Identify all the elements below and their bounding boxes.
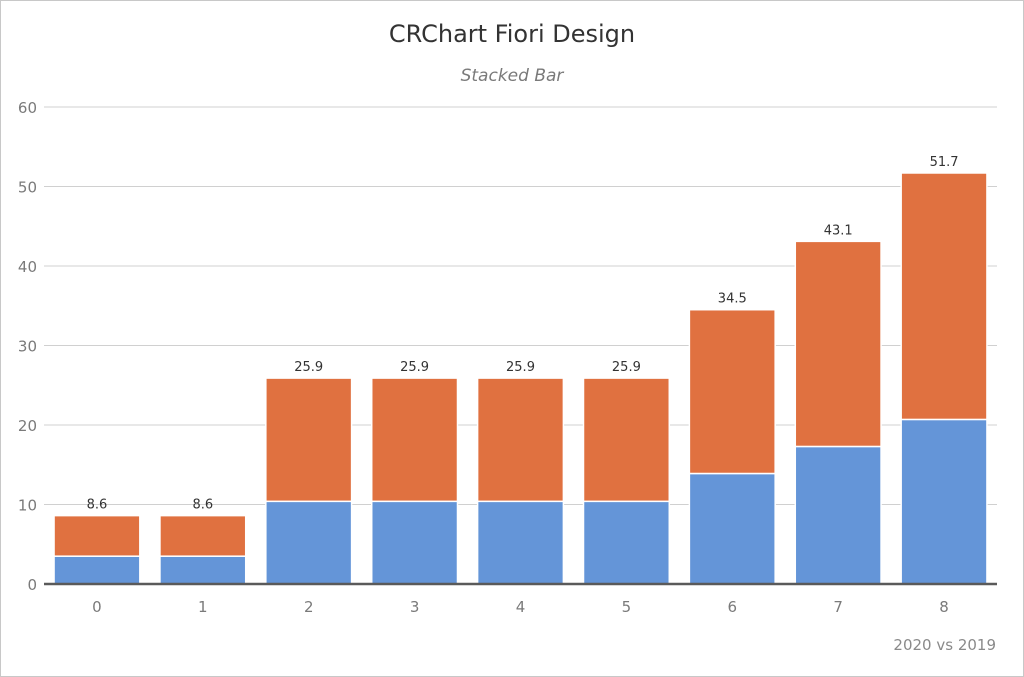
bar-total-label: 8.6	[87, 498, 108, 513]
bar-segment-series-1	[794, 445, 882, 585]
x-tick-label: 6	[728, 598, 738, 616]
bar-total-label: 51.7	[930, 155, 959, 170]
bar-segment-series-2	[265, 377, 353, 503]
bar-segment-series-2	[476, 377, 565, 503]
bar-segment-series-2	[53, 514, 141, 557]
bar-total-label: 25.9	[506, 360, 535, 375]
x-tick-label: 2	[304, 598, 314, 616]
bar-segment-series-1	[688, 472, 776, 585]
bar-segment-series-2	[688, 308, 776, 475]
bar-segment-series-2	[582, 377, 671, 503]
chart-footer: 2020 vs 2019	[893, 636, 996, 654]
bar-total-label: 25.9	[400, 360, 429, 375]
y-tick-label: 10	[18, 497, 37, 515]
bar-segment-series-2	[900, 172, 988, 421]
y-tick-label: 0	[27, 576, 37, 594]
y-tick-label: 40	[18, 258, 37, 276]
bar-segment-series-2	[370, 377, 459, 503]
x-tick-label: 0	[92, 598, 102, 616]
bar-segment-series-1	[582, 500, 671, 585]
bar-segment-series-1	[159, 555, 247, 585]
bar-total-label: 8.6	[192, 498, 213, 513]
y-tick-label: 30	[18, 338, 37, 356]
bar-segment-series-2	[794, 240, 882, 448]
y-tick-label: 60	[18, 99, 37, 117]
x-tick-label: 5	[622, 598, 632, 616]
x-tick-label: 3	[410, 598, 420, 616]
bar-segment-series-2	[159, 514, 247, 557]
bar-total-label: 25.9	[612, 360, 641, 375]
bar-segment-series-1	[900, 418, 988, 585]
chart-title: CRChart Fiori Design	[388, 20, 636, 48]
bar-total-label: 43.1	[824, 223, 853, 238]
bar-total-label: 34.5	[718, 292, 747, 307]
bar-segment-series-1	[476, 500, 565, 585]
x-tick-label: 4	[516, 598, 526, 616]
bar-segment-series-1	[265, 500, 353, 585]
bar-total-label: 25.9	[294, 360, 323, 375]
x-tick-label: 8	[939, 598, 949, 616]
x-tick-label: 1	[198, 598, 208, 616]
chart-subtitle: Stacked Bar	[460, 66, 564, 86]
x-tick-label: 7	[833, 598, 843, 616]
y-tick-label: 50	[18, 179, 37, 197]
bar-segment-series-1	[370, 500, 459, 585]
y-tick-label: 20	[18, 417, 37, 435]
bar-segment-series-1	[53, 555, 141, 585]
